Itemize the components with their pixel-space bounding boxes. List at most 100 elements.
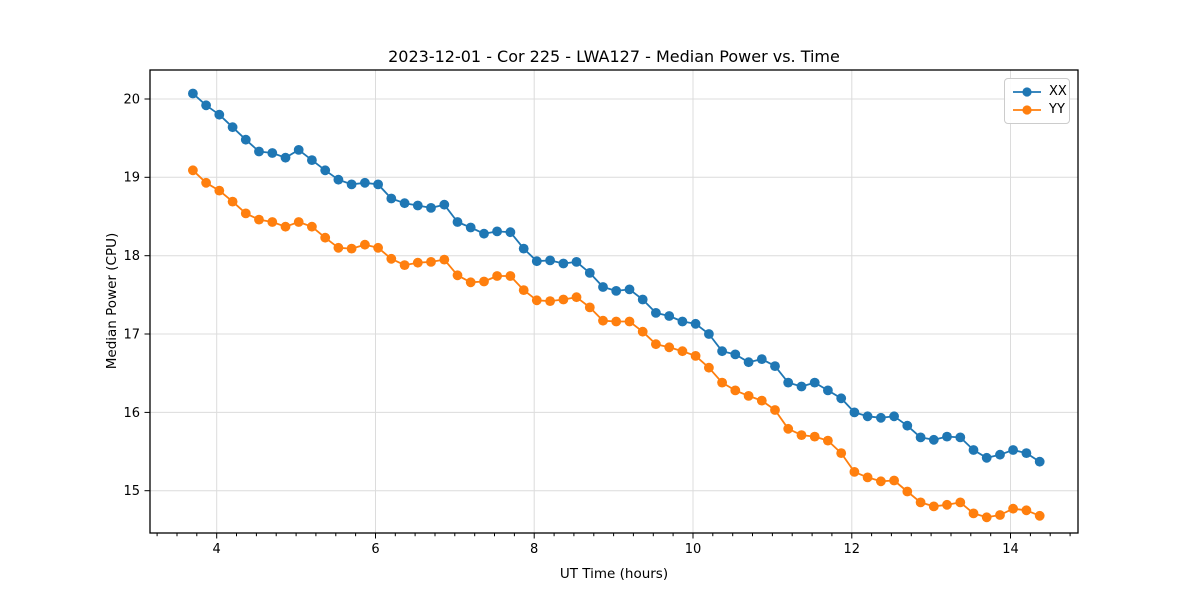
data-point-xx [267, 148, 278, 158]
data-point-yy [730, 385, 741, 396]
data-point-yy [637, 326, 648, 337]
data-point-yy [227, 196, 238, 207]
y-tick-label-18: 18 [123, 249, 140, 264]
data-point-yy [598, 315, 608, 326]
data-point-yy [1008, 503, 1018, 514]
chart-title: 2023-12-01 - Cor 225 - LWA127 - Median P… [388, 47, 840, 66]
data-point-yy [770, 405, 780, 415]
data-point-xx [386, 193, 397, 204]
data-point-yy [333, 242, 344, 253]
data-point-xx [677, 316, 688, 327]
data-point-yy [889, 475, 899, 486]
data-point-xx [783, 377, 794, 388]
data-point-yy [664, 342, 675, 353]
data-point-yy [836, 448, 847, 458]
data-point-xx [876, 412, 886, 423]
data-point-yy [902, 486, 913, 497]
data-point-xx [373, 179, 383, 190]
data-point-yy [399, 260, 410, 270]
data-point-yy [293, 217, 304, 227]
data-point-yy [1021, 505, 1032, 516]
data-point-yy [426, 257, 436, 267]
x-tick-label-4: 4 [213, 542, 221, 557]
data-point-yy [373, 242, 383, 253]
data-point-xx [452, 217, 463, 227]
data-point-xx [492, 226, 502, 237]
data-point-xx [942, 431, 952, 442]
data-point-yy [862, 472, 873, 483]
y-tick-labels: 15 16 17 18 19 20 [123, 92, 140, 499]
data-point-yy [188, 165, 198, 176]
data-point-xx [611, 286, 622, 296]
data-point-yy [823, 435, 833, 446]
y-tick-label-20: 20 [123, 92, 140, 107]
data-point-yy [386, 253, 397, 264]
data-point-yy [439, 254, 450, 265]
data-point-yy [756, 395, 767, 406]
data-point-xx [1034, 456, 1045, 467]
data-point-xx [624, 284, 635, 295]
data-point-yy [201, 177, 212, 188]
data-point-yy [214, 185, 225, 196]
legend: XX YY [1004, 78, 1070, 124]
data-point-yy [611, 316, 622, 327]
data-point-yy [743, 391, 754, 401]
data-point-yy [876, 476, 886, 487]
data-point-yy [505, 271, 516, 281]
data-point-xx [254, 146, 264, 157]
data-point-yy [928, 501, 939, 512]
data-point-xx [545, 255, 555, 266]
x-tick-label-10: 10 [685, 542, 702, 557]
x-tick-label-14: 14 [1002, 542, 1019, 557]
data-point-xx [518, 243, 529, 254]
data-point-xx [280, 152, 291, 163]
data-point-yy [624, 316, 635, 327]
plot-frame [149, 69, 1079, 534]
data-point-yy [677, 346, 688, 357]
data-point-yy [492, 271, 502, 281]
data-point-yy [346, 243, 357, 254]
data-point-xx [214, 109, 225, 120]
data-point-yy [809, 431, 820, 442]
data-point-xx [1008, 445, 1018, 455]
data-point-xx [412, 200, 423, 211]
data-point-yy [280, 221, 291, 232]
data-point-yy [942, 499, 952, 510]
data-point-xx [743, 357, 754, 368]
data-point-xx [307, 155, 317, 166]
data-point-xx [240, 134, 251, 145]
data-point-xx [995, 449, 1005, 460]
data-point-yy [545, 296, 555, 306]
data-point-xx [809, 377, 820, 388]
data-point-xx [955, 432, 966, 443]
legend-label-xx: XX [1049, 84, 1067, 99]
data-point-xx [902, 420, 913, 431]
x-axis-label: UT Time (hours) [559, 566, 669, 582]
data-point-yy [307, 221, 317, 232]
data-point-xx [717, 346, 727, 357]
data-point-yy [849, 467, 860, 477]
legend-item-xx: XX [1012, 83, 1067, 101]
data-point-xx [188, 88, 198, 99]
y-major-ticks [144, 98, 150, 492]
data-point-yy [717, 377, 727, 388]
data-point-xx [333, 174, 344, 185]
data-point-xx [439, 199, 450, 210]
data-point-xx [770, 361, 780, 371]
data-point-xx [968, 445, 979, 455]
data-point-xx [505, 227, 516, 238]
data-point-xx [637, 294, 648, 305]
data-point-yy [1034, 510, 1045, 521]
data-point-xx [584, 268, 595, 278]
data-point-xx [823, 385, 833, 396]
data-point-xx [796, 381, 807, 392]
data-point-xx [558, 258, 569, 269]
grid-lines [150, 70, 1078, 533]
data-point-xx [320, 165, 331, 176]
data-point-xx [360, 177, 370, 188]
x-minor-ticks [156, 533, 1071, 537]
data-point-xx [346, 179, 357, 190]
data-point-xx [889, 411, 899, 422]
